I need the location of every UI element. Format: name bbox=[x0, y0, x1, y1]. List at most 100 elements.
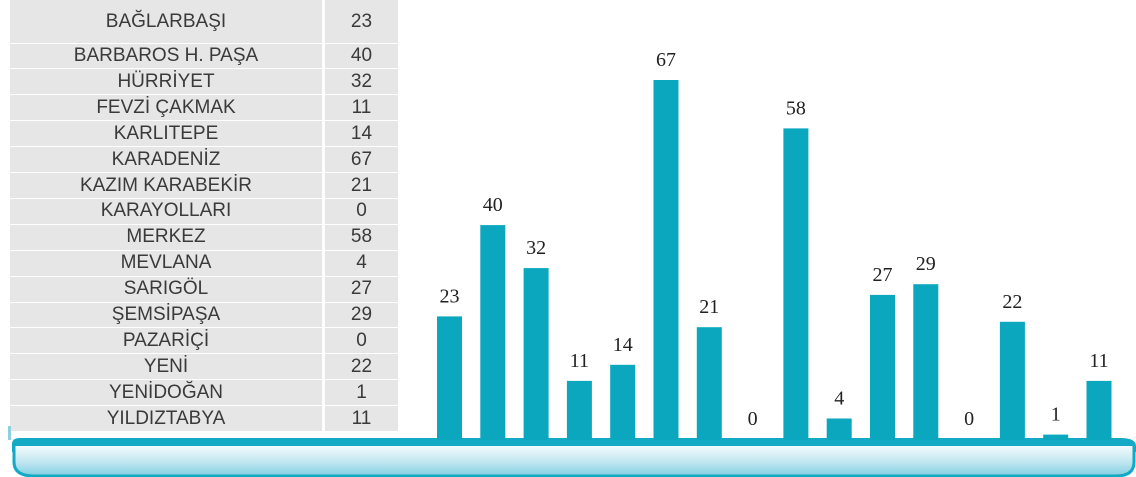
table-row-divider bbox=[10, 223, 398, 225]
neighborhood-name: KAZIM KARABEKİR bbox=[79, 174, 253, 196]
table-name-cell-bg bbox=[10, 302, 322, 328]
bar-value-label: 29 bbox=[916, 253, 936, 275]
bar-1 bbox=[437, 316, 462, 440]
bar-value-label: 11 bbox=[570, 350, 589, 372]
neighborhood-value: 0 bbox=[356, 200, 367, 222]
table-row-divider bbox=[10, 379, 398, 381]
neighborhood-name: FEVZİ ÇAKMAK bbox=[96, 96, 236, 118]
bar-12 bbox=[913, 284, 939, 440]
table-row: PAZARİÇİ 0 bbox=[10, 327, 398, 354]
table-name-cell-bg bbox=[10, 172, 322, 199]
neighborhood-name: KARADENİZ bbox=[111, 148, 221, 170]
bar-5 bbox=[610, 364, 636, 440]
bar-value-label: 27 bbox=[873, 264, 893, 286]
bar-value-label: 58 bbox=[786, 97, 806, 119]
table-row: ŞEMSİPAŞA 29 bbox=[10, 302, 398, 328]
bar-value-label: 4 bbox=[834, 388, 844, 410]
neighborhood-value: 29 bbox=[350, 304, 373, 325]
platform-left-marker bbox=[8, 426, 11, 440]
neighborhood-value: 11 bbox=[351, 407, 372, 429]
table-row: BARBAROS H. PAŞA 40 bbox=[10, 43, 398, 69]
bar-value-label: 14 bbox=[613, 334, 633, 356]
neighborhood-value: 32 bbox=[350, 70, 373, 92]
table-value-cell-bg bbox=[325, 43, 398, 69]
table-row: BAĞLARBAŞI 23 bbox=[10, 0, 398, 43]
table-name-cell-bg bbox=[10, 224, 322, 251]
neighborhood-value: 11 bbox=[351, 96, 372, 118]
table-name-cell-bg bbox=[10, 94, 322, 121]
table-row-divider bbox=[10, 94, 398, 96]
neighborhood-name: ŞEMSİPAŞA bbox=[111, 304, 221, 325]
table-value-cell-bg bbox=[325, 120, 398, 147]
table-value-cell-bg bbox=[325, 94, 398, 121]
neighborhood-name: MEVLANA bbox=[120, 252, 212, 274]
neighborhood-value: 0 bbox=[356, 329, 367, 351]
table-row: FEVZİ ÇAKMAK 11 bbox=[10, 94, 398, 121]
table-row-divider bbox=[10, 42, 398, 44]
bar-7 bbox=[696, 327, 722, 440]
platform-body bbox=[14, 446, 1134, 476]
neighborhood-name: HÜRRİYET bbox=[117, 70, 215, 92]
bar-15 bbox=[1043, 434, 1069, 440]
table-row: YENİDOĞAN 1 bbox=[10, 379, 398, 406]
table-value-cell-bg bbox=[325, 379, 398, 406]
bar-value-label: 67 bbox=[656, 49, 676, 71]
bar-6 bbox=[653, 80, 679, 440]
neighborhood-value: 14 bbox=[350, 122, 373, 144]
neighborhood-value: 58 bbox=[350, 226, 373, 248]
table-row-divider bbox=[10, 353, 398, 355]
bar-value-label: 23 bbox=[440, 285, 460, 307]
bar-value-label: 11 bbox=[1089, 350, 1108, 372]
table-name-cell-bg bbox=[10, 120, 322, 147]
bar-11 bbox=[870, 294, 895, 440]
table-row: KARAYOLLARI 0 bbox=[10, 198, 398, 225]
table-name-cell-bg bbox=[10, 353, 322, 380]
bar-value-label: 0 bbox=[748, 408, 758, 430]
neighborhood-value: 23 bbox=[350, 11, 373, 32]
table-row-divider bbox=[10, 249, 398, 251]
table-row: KAZIM KARABEKİR 21 bbox=[10, 172, 398, 199]
table-name-cell-bg bbox=[10, 379, 322, 406]
bar-4 bbox=[566, 380, 592, 440]
neighborhood-table: BAĞLARBAŞI 23 BARBAROS H. PAŞA 40 HÜRRİYET 32… bbox=[10, 0, 398, 437]
table-row-divider bbox=[10, 146, 398, 148]
bar-value-label: 32 bbox=[526, 237, 546, 259]
neighborhood-value: 27 bbox=[350, 278, 373, 300]
table-row: KARADENİZ 67 bbox=[10, 146, 398, 173]
table-row: YENİ 22 bbox=[10, 353, 398, 380]
table-name-cell-bg bbox=[10, 68, 322, 95]
table-value-cell-bg bbox=[325, 172, 398, 199]
table-row: MERKEZ 58 bbox=[10, 224, 398, 251]
neighborhood-value: 1 bbox=[356, 381, 367, 403]
table-value-cell-bg bbox=[325, 198, 398, 225]
table-name-cell-bg bbox=[10, 146, 322, 173]
neighborhood-name: MERKEZ bbox=[126, 226, 206, 248]
bar-value-label: 1 bbox=[1051, 404, 1061, 426]
bar-10 bbox=[826, 418, 852, 440]
table-row-divider bbox=[10, 301, 398, 303]
neighborhood-value: 22 bbox=[350, 355, 373, 377]
table-value-cell-bg bbox=[325, 68, 398, 95]
table-row-divider bbox=[10, 197, 398, 199]
table-row-divider bbox=[10, 172, 398, 173]
bar-value-label: 40 bbox=[483, 194, 503, 216]
table-value-cell-bg bbox=[325, 405, 398, 432]
neighborhood-name: BARBAROS H. PAŞA bbox=[73, 45, 259, 66]
bar-14 bbox=[999, 321, 1025, 440]
neighborhood-value: 21 bbox=[350, 174, 373, 196]
neighborhood-name: YENİDOĞAN bbox=[108, 381, 224, 403]
table-row-divider bbox=[10, 405, 398, 407]
table-row: HÜRRİYET 32 bbox=[10, 68, 398, 95]
bar-3 bbox=[523, 268, 549, 440]
table-row-divider bbox=[10, 275, 398, 277]
neighborhood-value: 67 bbox=[350, 148, 373, 170]
table-name-cell-bg bbox=[10, 327, 322, 354]
neighborhood-name: YENİ bbox=[143, 355, 189, 377]
table-row-divider bbox=[10, 68, 398, 70]
table-value-cell-bg bbox=[325, 327, 398, 354]
neighborhood-value: 4 bbox=[356, 252, 367, 274]
table-row: SARIGÖL 27 bbox=[10, 276, 398, 302]
table-value-cell-bg bbox=[325, 0, 398, 43]
neighborhood-name: YILDIZTABYA bbox=[106, 407, 226, 429]
